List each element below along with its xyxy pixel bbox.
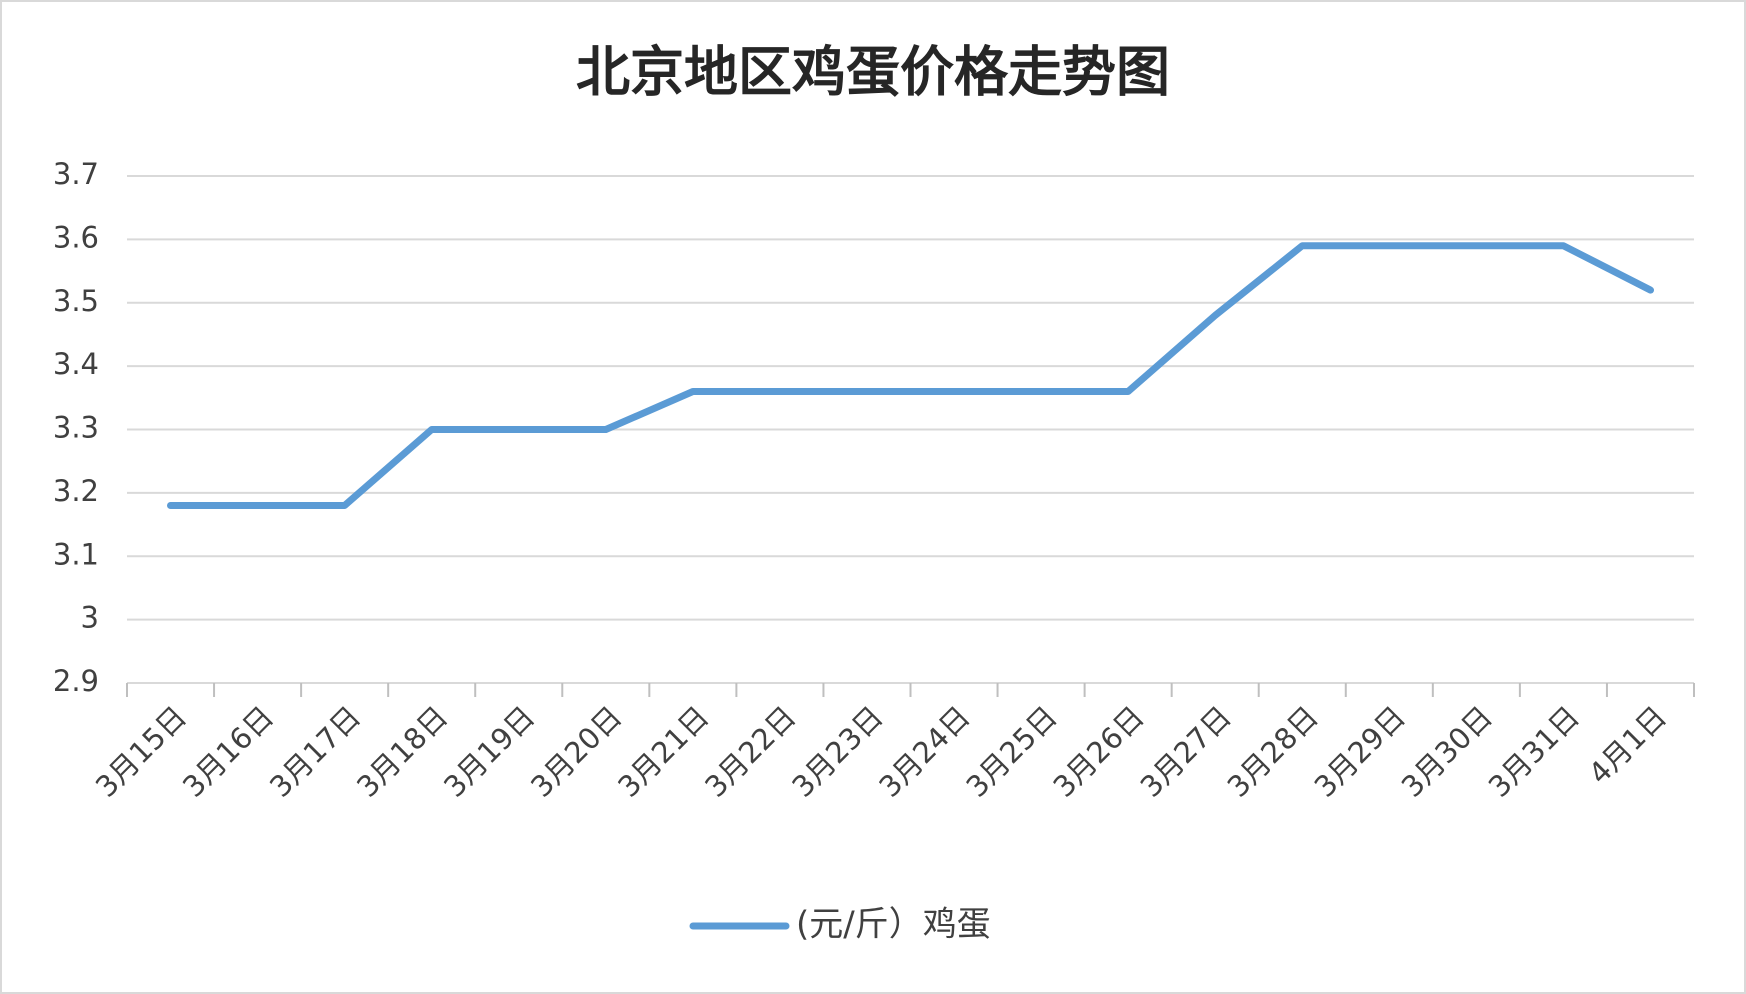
y-tick-label: 3.3	[53, 411, 99, 445]
y-tick-label: 3.4	[53, 347, 99, 381]
y-tick-label: 3.1	[53, 537, 99, 571]
y-tick-label: 3	[81, 601, 99, 635]
y-tick-label: 3.6	[53, 220, 99, 254]
y-tick-label: 3.7	[53, 157, 99, 191]
y-tick-label: 3.2	[53, 474, 99, 508]
legend-label: (元/斤）鸡蛋	[796, 905, 991, 945]
chart-title: 北京地区鸡蛋价格走势图	[576, 41, 1170, 104]
y-tick-label: 2.9	[53, 664, 99, 698]
line	[167, 242, 1654, 509]
y-tick-label: 3.5	[53, 284, 99, 318]
